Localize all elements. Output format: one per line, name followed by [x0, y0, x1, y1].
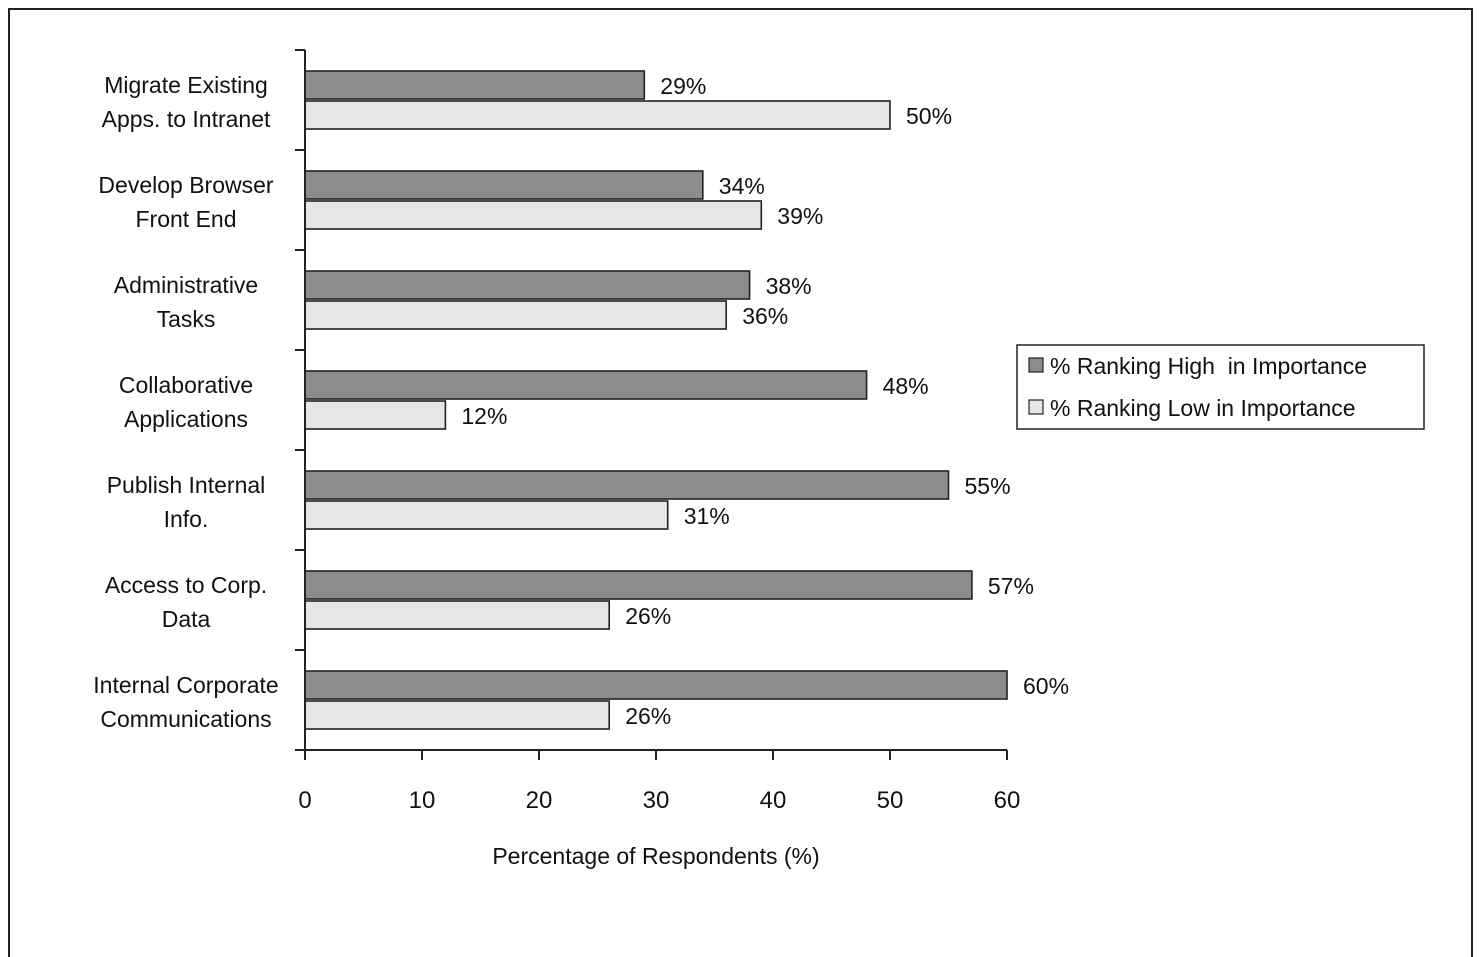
- x-tick-label: 30: [643, 787, 670, 814]
- x-tick-label: 50: [877, 787, 904, 814]
- category-label: Communications: [100, 706, 271, 732]
- legend-label-high: % Ranking High in Importance: [1050, 353, 1367, 379]
- bar-low: [304, 600, 611, 630]
- category-label: Administrative: [114, 272, 258, 298]
- bar-value-label: 38%: [766, 273, 812, 299]
- bar-low: [304, 700, 611, 730]
- bar-value-label: 39%: [777, 203, 823, 229]
- bar-high: [304, 70, 646, 100]
- bar-high: [304, 170, 704, 200]
- bar-low: [304, 300, 728, 330]
- category-label: Tasks: [157, 306, 216, 332]
- x-tick-label: 20: [526, 787, 553, 814]
- bars-layer: [304, 70, 1008, 730]
- category-label: Data: [162, 606, 211, 632]
- category-label: Publish Internal: [107, 472, 266, 498]
- bar-low: [304, 100, 891, 130]
- bar-value-label: 12%: [461, 403, 507, 429]
- category-label: Internal Corporate: [93, 672, 278, 698]
- x-tick-label: 60: [994, 787, 1021, 814]
- legend-swatch-low: [1028, 399, 1044, 415]
- category-label: Apps. to Intranet: [102, 106, 271, 132]
- bar-value-label: 50%: [906, 103, 952, 129]
- bar-value-label: 34%: [719, 173, 765, 199]
- legend-swatch-high: [1028, 357, 1044, 373]
- bar-value-label: 48%: [883, 373, 929, 399]
- bar-value-label: 36%: [742, 303, 788, 329]
- category-label: Info.: [164, 506, 209, 532]
- bar-value-label: 57%: [988, 573, 1034, 599]
- bar-value-label: 26%: [625, 603, 671, 629]
- x-axis-title: Percentage of Respondents (%): [492, 843, 819, 869]
- legend-box: [1016, 344, 1425, 430]
- bar-high: [304, 670, 1008, 700]
- legend-label-low: % Ranking Low in Importance: [1050, 395, 1356, 421]
- legend: % Ranking High in Importance % Ranking L…: [1016, 344, 1425, 430]
- bar-value-label: 60%: [1023, 673, 1069, 699]
- bar-value-label: 29%: [660, 73, 706, 99]
- x-tick-label: 10: [409, 787, 436, 814]
- labels-layer: 29% 50% Migrate Existing Apps. to Intranet 3…: [93, 72, 1069, 814]
- bar-high: [304, 570, 973, 600]
- bar-low: [304, 400, 447, 430]
- x-tick-label: 40: [760, 787, 787, 814]
- category-label: Applications: [124, 406, 248, 432]
- category-label: Migrate Existing: [104, 72, 268, 98]
- category-label: Front End: [136, 206, 237, 232]
- bar-low: [304, 200, 763, 230]
- category-label: Collaborative: [119, 372, 253, 398]
- bar-high: [304, 270, 751, 300]
- bar-value-label: 31%: [684, 503, 730, 529]
- bar-high: [304, 370, 868, 400]
- category-label: Develop Browser: [98, 172, 273, 198]
- bar-value-label: 55%: [965, 473, 1011, 499]
- axes-layer: [295, 49, 1008, 760]
- bar-value-label: 26%: [625, 703, 671, 729]
- bar-high: [304, 470, 950, 500]
- x-tick-label: 0: [298, 787, 311, 814]
- bar-low: [304, 500, 669, 530]
- category-label: Access to Corp.: [105, 572, 267, 598]
